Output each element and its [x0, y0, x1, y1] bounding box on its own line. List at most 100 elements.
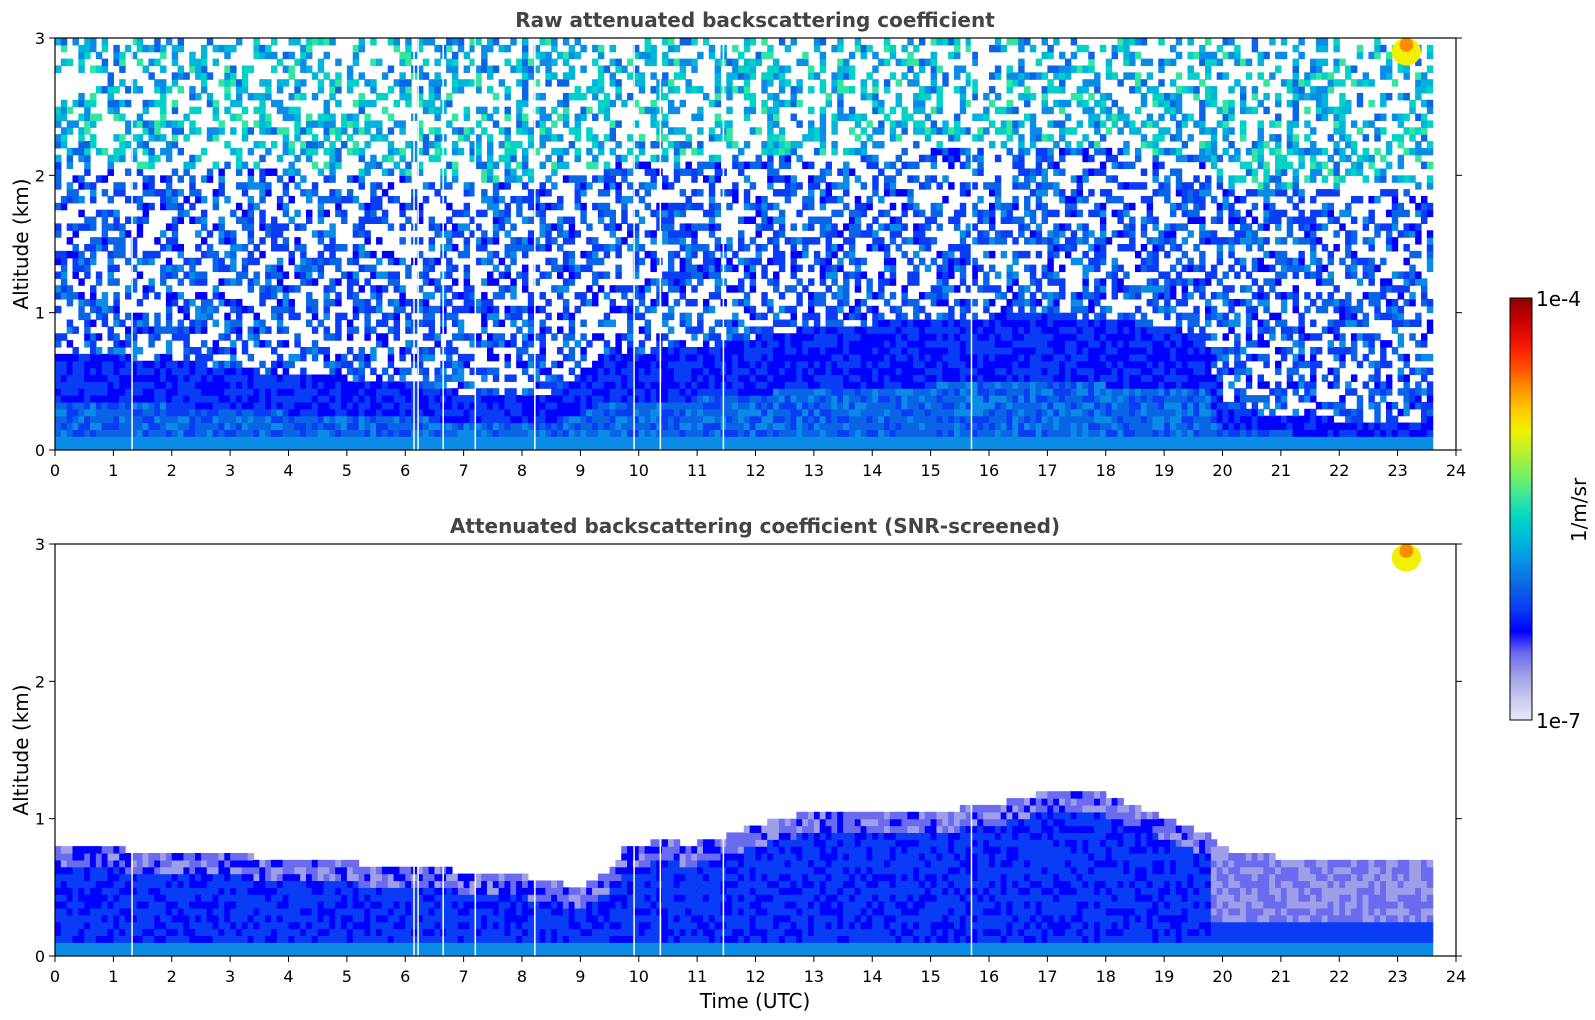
heatmap-cell [743, 436, 751, 444]
heatmap-cell [516, 127, 523, 135]
heatmap-cell [148, 422, 155, 430]
heatmap-cell [177, 202, 185, 211]
heatmap-cell [335, 333, 342, 341]
heatmap-cell [200, 367, 208, 376]
heatmap-cell [522, 216, 529, 224]
heatmap-cell [597, 79, 605, 87]
heatmap-cell [346, 319, 354, 327]
heatmap-cell [270, 141, 278, 149]
heatmap-cell [387, 347, 395, 355]
heatmap-cell [632, 51, 640, 60]
heatmap-cell [84, 422, 91, 430]
heatmap-cell [831, 182, 838, 190]
heatmap-cell [498, 223, 506, 231]
heatmap-cell [831, 44, 838, 53]
heatmap-cell [808, 312, 815, 321]
heatmap-cell [446, 340, 453, 348]
heatmap-cell [743, 38, 751, 46]
heatmap-cell [224, 326, 231, 334]
heatmap-cell [539, 292, 546, 300]
heatmap-cell [148, 408, 155, 417]
heatmap-cell [101, 319, 109, 327]
heatmap-cell [405, 395, 412, 403]
heatmap-cell [294, 244, 301, 252]
heatmap-cell [78, 127, 85, 135]
heatmap-cell [597, 408, 605, 417]
heatmap-cell [113, 319, 120, 327]
heatmap-cell [206, 38, 214, 46]
heatmap-cell [451, 72, 459, 80]
heatmap-cell [142, 285, 149, 293]
heatmap-cell [259, 216, 266, 224]
heatmap-cell [662, 319, 669, 327]
heatmap-cell [171, 106, 179, 115]
heatmap-cell [329, 415, 336, 424]
heatmap-cell [66, 161, 74, 170]
heatmap-cell [843, 223, 850, 231]
heatmap-cell [399, 168, 406, 176]
heatmap-cell [802, 223, 809, 231]
heatmap-cell [767, 106, 774, 115]
heatmap-cell [259, 44, 266, 53]
heatmap-cell [113, 106, 120, 115]
heatmap-cell [533, 106, 541, 115]
heatmap-cell [533, 120, 541, 128]
heatmap-cell [276, 195, 284, 204]
heatmap-cell [241, 347, 249, 355]
heatmap-cell [428, 141, 436, 149]
heatmap-cell [154, 120, 161, 128]
heatmap-cell [195, 312, 202, 321]
heatmap-cell [136, 216, 144, 224]
heatmap-cell [510, 154, 517, 163]
heatmap-cell [802, 347, 809, 355]
heatmap-cell [574, 113, 581, 121]
heatmap-cell [446, 422, 453, 430]
heatmap-cell [510, 285, 517, 293]
heatmap-cell [55, 106, 62, 115]
heatmap-cell [708, 161, 716, 170]
heatmap-cell [714, 79, 722, 87]
heatmap-cell [627, 285, 634, 293]
heatmap-cell [843, 250, 850, 259]
heatmap-cell [95, 367, 103, 376]
heatmap-cell [270, 271, 278, 279]
heatmap-cell [609, 147, 616, 156]
heatmap-cell [819, 353, 827, 362]
heatmap-cell [580, 250, 587, 259]
heatmap-cell [597, 319, 605, 327]
heatmap-cell [825, 443, 832, 450]
heatmap-cell [621, 237, 628, 245]
heatmap-cell [848, 443, 856, 450]
heatmap-cell [434, 58, 441, 67]
heatmap-cell [183, 415, 190, 424]
heatmap-cell [235, 278, 243, 286]
heatmap-cell [574, 408, 581, 417]
heatmap-cell [755, 223, 762, 231]
heatmap-cell [481, 51, 488, 60]
heatmap-cell [352, 305, 360, 314]
heatmap-cell [860, 401, 868, 410]
heatmap-cell [481, 195, 488, 204]
heatmap-cell [691, 175, 698, 183]
heatmap-cell [323, 326, 330, 334]
heatmap-cell [218, 374, 225, 382]
heatmap-cell [253, 106, 260, 115]
heatmap-cell [679, 168, 687, 176]
heatmap-cell [136, 161, 144, 170]
heatmap-cell [586, 415, 593, 424]
heatmap-cell [84, 244, 91, 252]
heatmap-cell [189, 367, 196, 376]
heatmap-cell [416, 237, 424, 245]
heatmap-cell [294, 86, 301, 94]
heatmap-cell [311, 120, 319, 128]
heatmap-cell [802, 340, 809, 348]
heatmap-cell [346, 395, 354, 403]
heatmap-cell [84, 168, 91, 176]
heatmap-cell [539, 395, 546, 403]
heatmap-cell [737, 86, 745, 94]
heatmap-cell [84, 271, 91, 279]
heatmap-cell [200, 72, 208, 80]
heatmap-cell [405, 388, 412, 396]
heatmap-cell [854, 134, 862, 142]
heatmap-cell [90, 367, 97, 376]
